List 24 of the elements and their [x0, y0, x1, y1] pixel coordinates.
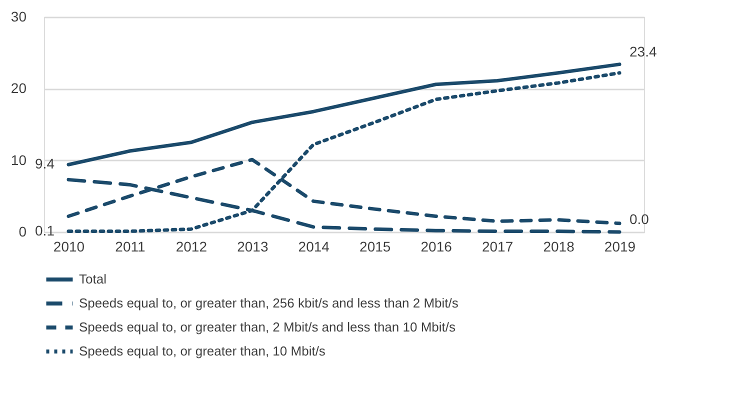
x-tick-label: 2010: [53, 238, 85, 254]
y-tick-label: 30: [10, 8, 27, 24]
x-tick-label: 2015: [360, 238, 391, 254]
data-label: 23.4: [630, 43, 657, 60]
x-tick-label: 2012: [176, 238, 208, 254]
data-label: 9.4: [35, 156, 55, 172]
line-series: [66, 62, 622, 166]
x-tick-label: 2013: [237, 238, 268, 254]
y-tick-label: 10: [10, 152, 27, 168]
legend-label: Speeds equal to, or greater than, 10 Mbit/s: [79, 344, 326, 358]
x-tick-label: 2011: [115, 238, 146, 254]
data-label: 0.0: [630, 211, 650, 227]
legend-label: Total: [79, 272, 107, 286]
x-tick-label: 2014: [298, 238, 330, 254]
y-tick-label: 0: [18, 224, 27, 240]
data-label: 0.1: [35, 222, 55, 238]
x-tick-label: 2016: [420, 238, 452, 254]
x-tick-label: 2017: [482, 238, 514, 254]
x-tick-label: 2019: [604, 238, 636, 254]
y-tick-label: 20: [10, 80, 27, 96]
line-series: [66, 71, 622, 234]
x-tick-label: 2018: [543, 238, 575, 254]
legend-label: Speeds equal to, or greater than, 256 kbit/s and less than 2 Mbit/s: [79, 296, 459, 310]
legend-label: Speeds equal to, or greater than, 2 Mbit/s and less than 10 Mbit/s: [79, 320, 456, 334]
